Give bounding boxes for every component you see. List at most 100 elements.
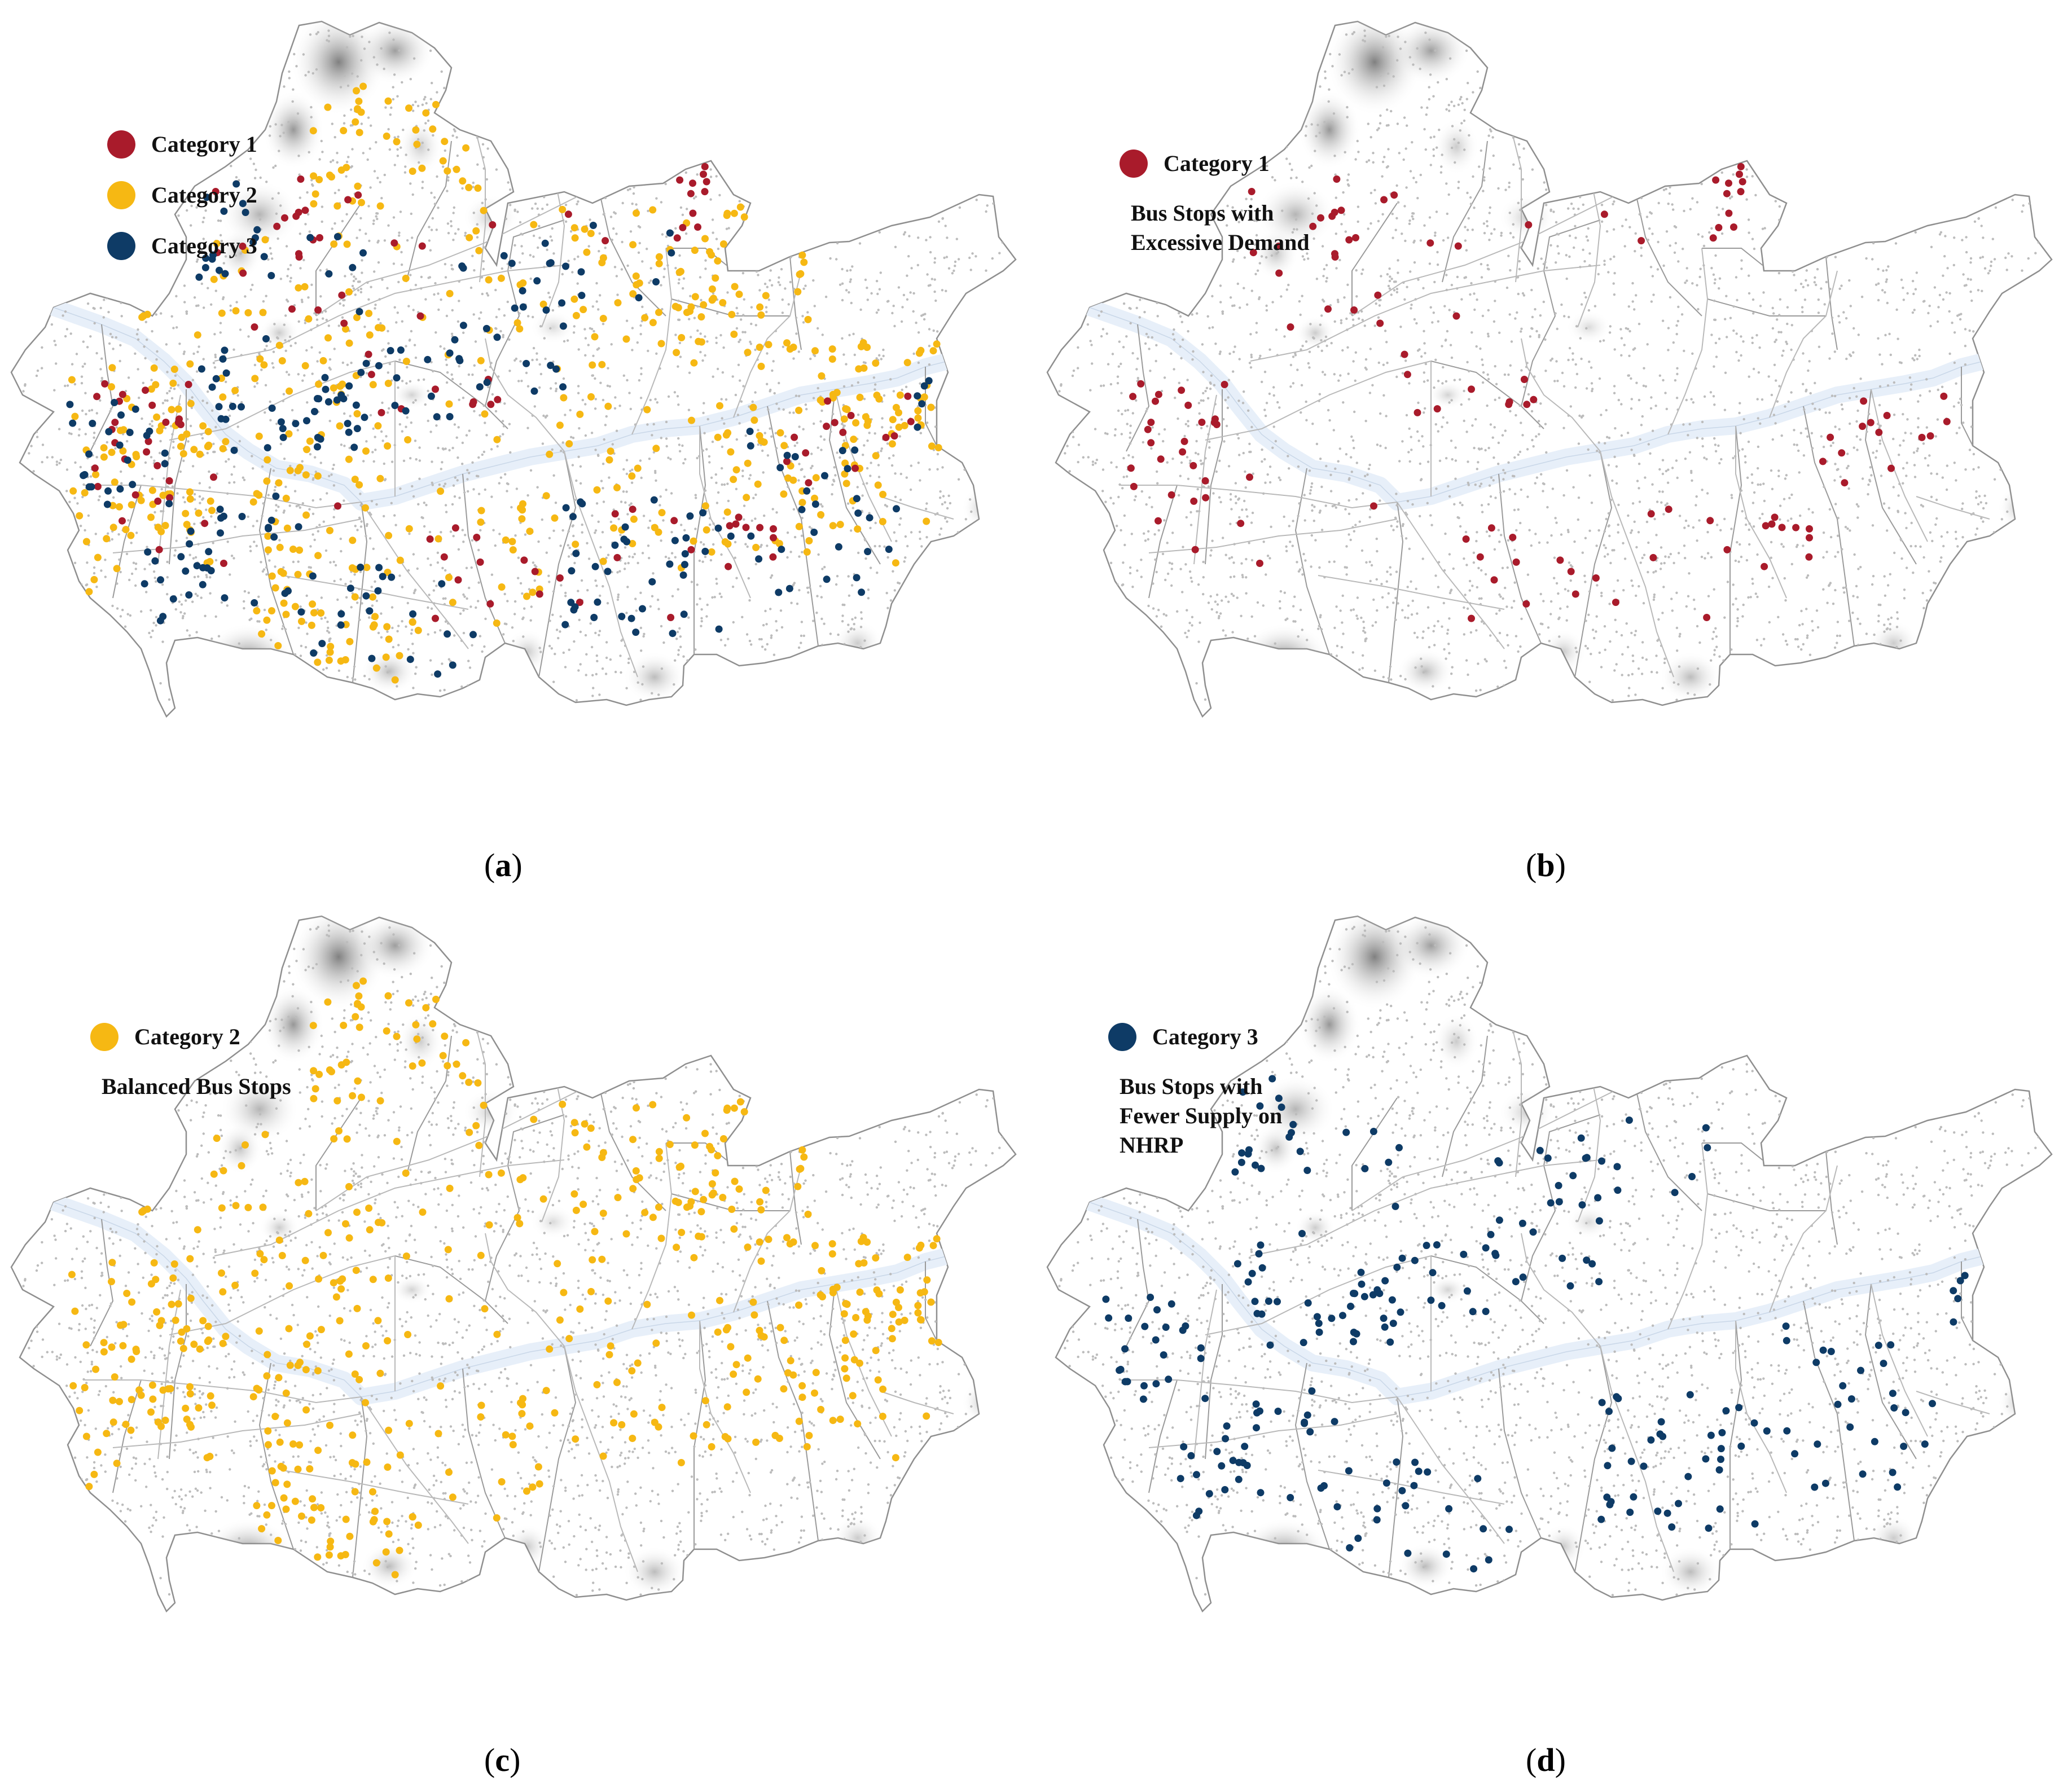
- bus-stop-point: [1401, 232, 1403, 235]
- bus-stop-point: [508, 338, 511, 341]
- category2-stop-marker: [474, 184, 482, 192]
- bus-stop-point: [1674, 241, 1677, 245]
- bus-stop-point: [346, 675, 349, 679]
- bus-stop-point: [586, 542, 589, 544]
- bus-stop-point: [933, 278, 936, 281]
- category2-stop-marker: [365, 310, 373, 317]
- bus-stop-point: [214, 197, 217, 201]
- category1-stop-marker: [703, 178, 710, 186]
- bus-stop-point: [252, 525, 254, 528]
- bus-stop-point: [802, 634, 806, 638]
- category3-stop-marker: [217, 529, 224, 537]
- bus-stop-point: [673, 391, 677, 394]
- bus-stop-point: [1585, 387, 1588, 390]
- bus-stop-point: [381, 401, 384, 405]
- category2-stop-marker: [100, 444, 108, 452]
- bus-stop-point: [300, 644, 303, 648]
- category2-stop-marker: [580, 306, 587, 314]
- bus-stop-point: [207, 390, 209, 393]
- bus-stop-point: [614, 670, 617, 674]
- bus-stop-point: [925, 536, 928, 539]
- bus-stop-point: [1482, 371, 1485, 374]
- category3-stop-marker: [362, 592, 370, 600]
- bus-stop-point: [1394, 516, 1397, 519]
- bus-stop-point: [1838, 321, 1841, 324]
- bus-stop-point: [295, 121, 297, 124]
- category2-stop-marker: [649, 206, 657, 214]
- bus-stop-point: [1446, 632, 1449, 635]
- bus-stop-point: [591, 694, 594, 697]
- bus-stop-point: [431, 483, 434, 486]
- bus-stop-point: [194, 508, 197, 511]
- bus-stop-point: [457, 548, 460, 551]
- bus-stop-point: [1319, 323, 1322, 326]
- bus-stop-point: [522, 635, 525, 638]
- bus-stop-point: [212, 442, 215, 445]
- bus-stop-point: [738, 422, 741, 425]
- category3-stop-marker: [424, 355, 432, 363]
- bus-stop-point: [224, 255, 227, 258]
- bus-stop-point: [1955, 479, 1957, 482]
- bus-stop-point: [1587, 227, 1590, 230]
- bus-stop-point: [380, 612, 383, 615]
- bus-stop-point: [374, 449, 377, 451]
- bus-stop-point: [82, 483, 85, 486]
- bus-stop-point: [1762, 482, 1765, 485]
- bus-stop-point: [1798, 471, 1801, 474]
- bus-stop-point: [664, 555, 668, 559]
- bus-stop-point: [900, 418, 903, 421]
- bus-stop-point: [36, 436, 39, 438]
- bus-stop-point: [1502, 478, 1505, 481]
- category3-stop-marker: [116, 441, 124, 449]
- bus-stop-point: [778, 381, 780, 385]
- bus-stop-point: [287, 340, 291, 342]
- bus-stop-point: [941, 466, 944, 469]
- bus-stop-point: [866, 287, 868, 289]
- category3-stop-marker: [359, 249, 367, 257]
- bus-stop-point: [392, 216, 396, 219]
- bus-stop-point: [1255, 219, 1258, 222]
- bus-stop-point: [877, 464, 880, 467]
- bus-stop-point: [1425, 113, 1428, 116]
- bus-stop-point: [843, 424, 846, 427]
- category2-stop-marker: [337, 166, 345, 174]
- bus-stop-point: [397, 644, 400, 647]
- bus-stop-point: [656, 599, 660, 601]
- bus-stop-point: [1724, 318, 1727, 320]
- bus-stop-point: [1264, 414, 1267, 417]
- bus-stop-point: [1405, 186, 1408, 189]
- bus-stop-point: [1682, 248, 1684, 250]
- bus-stop-point: [1433, 280, 1436, 284]
- district-boundary: [112, 485, 142, 599]
- bus-stop-point: [625, 490, 628, 493]
- bus-stop-point: [1293, 595, 1296, 599]
- bus-stop-point: [1466, 607, 1469, 610]
- bus-stop-point: [631, 203, 634, 205]
- bus-stop-point: [427, 606, 429, 609]
- bus-stop-point: [1239, 306, 1241, 309]
- bus-stop-point: [120, 482, 123, 485]
- bus-stop-point: [1248, 362, 1252, 364]
- bus-stop-point: [433, 602, 436, 605]
- category2-stop-marker: [218, 375, 225, 382]
- bus-stop-point: [847, 630, 850, 633]
- bus-stop-point: [1122, 476, 1125, 478]
- bus-stop-point: [444, 504, 447, 507]
- category1-stop-marker: [316, 234, 323, 241]
- bus-stop-point: [608, 385, 612, 388]
- category2-stop-marker: [324, 103, 332, 111]
- bus-stop-point: [1356, 596, 1359, 599]
- category3-stop-marker: [589, 222, 597, 229]
- category2-stop-marker: [310, 609, 318, 617]
- bus-stop-point: [1584, 537, 1587, 539]
- bus-stop-point: [1336, 644, 1339, 648]
- bus-stop-point: [594, 579, 597, 582]
- bus-stop-point: [850, 529, 853, 532]
- category2-stop-marker: [622, 335, 630, 343]
- bus-stop-point: [1830, 394, 1834, 397]
- bus-stop-point: [1310, 164, 1313, 168]
- bus-stop-point: [256, 605, 259, 608]
- bus-stop-point: [277, 506, 280, 508]
- bus-stop-point: [609, 216, 613, 218]
- category2-stop-marker: [69, 487, 77, 495]
